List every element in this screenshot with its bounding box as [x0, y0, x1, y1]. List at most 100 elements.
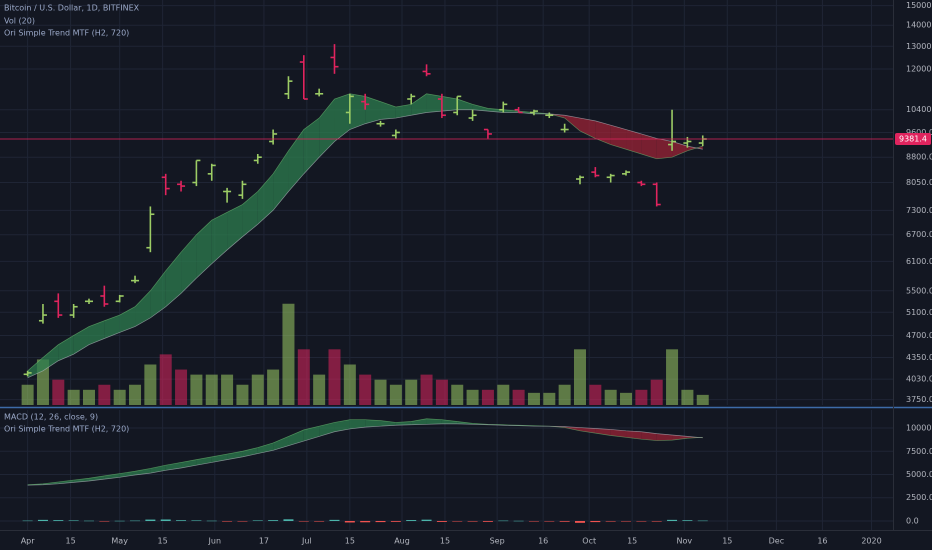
trend-band	[349, 93, 366, 130]
trend-band	[626, 430, 642, 440]
trend-band	[365, 96, 381, 124]
trend-band	[88, 320, 105, 345]
trend-line	[27, 418, 703, 486]
trend-band	[334, 419, 350, 432]
trend-band	[273, 436, 289, 451]
macd-histogram-bar	[467, 520, 478, 522]
volume-legend: Vol (20)	[4, 17, 35, 26]
trend-band	[595, 428, 611, 436]
volume-bar	[543, 392, 556, 405]
x-tick-label: 16	[538, 537, 548, 546]
y-tick-label: 4030.0	[906, 375, 932, 384]
trend-band	[227, 204, 243, 250]
volume-bar	[527, 392, 540, 405]
y-tick-label: 8050.0	[906, 178, 932, 187]
y-tick-label: 5000.0	[906, 470, 932, 479]
macd-histogram-bar	[68, 520, 79, 521]
volume-bar	[405, 379, 418, 405]
trend-band	[656, 138, 673, 159]
y-tick-label: 0.0	[906, 516, 919, 525]
volume-bar	[497, 384, 510, 405]
x-tick-label: 15	[65, 537, 75, 546]
trend-band	[135, 290, 151, 327]
trend-band	[641, 431, 657, 441]
volume-bar	[236, 384, 249, 405]
volume-bar	[282, 303, 295, 405]
macd-histogram-bar	[22, 520, 33, 522]
y-tick-label: 13000.0	[906, 42, 932, 51]
trend-band	[165, 252, 182, 307]
y-tick-label: 10000.0	[906, 424, 932, 433]
volume-bar	[67, 389, 80, 405]
macd-histogram-bar	[513, 520, 524, 522]
macd-histogram-bar	[682, 520, 693, 521]
volume-bar	[573, 349, 586, 405]
trend-band	[257, 173, 274, 225]
macd-histogram-bar	[99, 520, 110, 522]
volume-bar	[175, 369, 188, 405]
macd-histogram-bar	[191, 520, 202, 521]
trend-band	[288, 429, 304, 446]
y-tick-label: 6700.0	[906, 230, 932, 239]
volume-bar	[343, 364, 356, 405]
macd-histogram-bar	[590, 520, 601, 523]
volume-bar	[512, 389, 525, 405]
macd-histogram-bar	[360, 520, 371, 523]
macd-histogram-bar	[176, 520, 187, 521]
volume-bar	[297, 349, 310, 405]
volume-bar	[251, 374, 264, 405]
macd-histogram-bar	[130, 520, 141, 522]
volume-bar	[696, 394, 709, 405]
volume-bar	[129, 384, 142, 405]
y-tick-label: 5100.0	[906, 308, 932, 317]
trend-line	[27, 109, 703, 379]
macd-histogram-bar	[544, 520, 555, 522]
trend-band	[104, 315, 120, 339]
trend-band	[42, 344, 59, 371]
macd-histogram-bar	[421, 519, 432, 521]
y-tick-label: 7300.0	[906, 206, 932, 215]
trend-band	[181, 234, 197, 294]
symbol-title: Bitcoin / U.S. Dollar, 1D, BITFINEX	[4, 4, 140, 13]
y-tick-label: 3750.0	[906, 395, 932, 404]
y-tick-label: 4700.0	[906, 331, 932, 340]
macd-histogram-bar	[498, 520, 509, 522]
trend-band	[227, 451, 243, 460]
macd-histogram-bar	[314, 520, 325, 522]
trend-band	[196, 220, 212, 279]
volume-bar	[481, 389, 494, 405]
volume-bar	[681, 389, 694, 405]
volume-bar	[466, 389, 479, 405]
x-tick-label: Apr	[21, 537, 36, 546]
macd-histogram-bar	[237, 520, 248, 522]
macd-histogram-bar	[37, 519, 48, 521]
macd-histogram-bar	[406, 520, 417, 521]
y-tick-label: 10400.0	[906, 105, 932, 114]
y-tick-label: 2500.0	[906, 493, 932, 502]
macd-histogram-bar	[559, 520, 570, 522]
volume-bar	[359, 374, 372, 405]
trend-band	[334, 93, 350, 142]
trend-band	[242, 447, 258, 457]
trend-band	[273, 150, 289, 211]
macd-histogram-bar	[298, 520, 309, 522]
trend-band	[672, 141, 688, 158]
volume-bar	[389, 384, 402, 405]
macd-histogram-bar	[636, 520, 647, 522]
x-tick-label: Oct	[582, 537, 596, 546]
x-tick-label: 15	[158, 537, 168, 546]
y-tick-label: 4350.0	[906, 353, 932, 362]
volume-bar	[620, 392, 633, 405]
macd-histogram-bar	[222, 520, 233, 522]
macd-histogram-bar	[160, 519, 171, 521]
volume-bar	[666, 349, 679, 405]
macd-histogram-bar	[268, 520, 279, 521]
macd-histogram-bar	[528, 520, 539, 522]
macd-histogram-bar	[114, 520, 125, 522]
trend-band	[319, 422, 335, 437]
trend-band	[457, 98, 473, 110]
y-tick-label: 7500.0	[906, 447, 932, 456]
macd-histogram-bar	[605, 520, 616, 522]
